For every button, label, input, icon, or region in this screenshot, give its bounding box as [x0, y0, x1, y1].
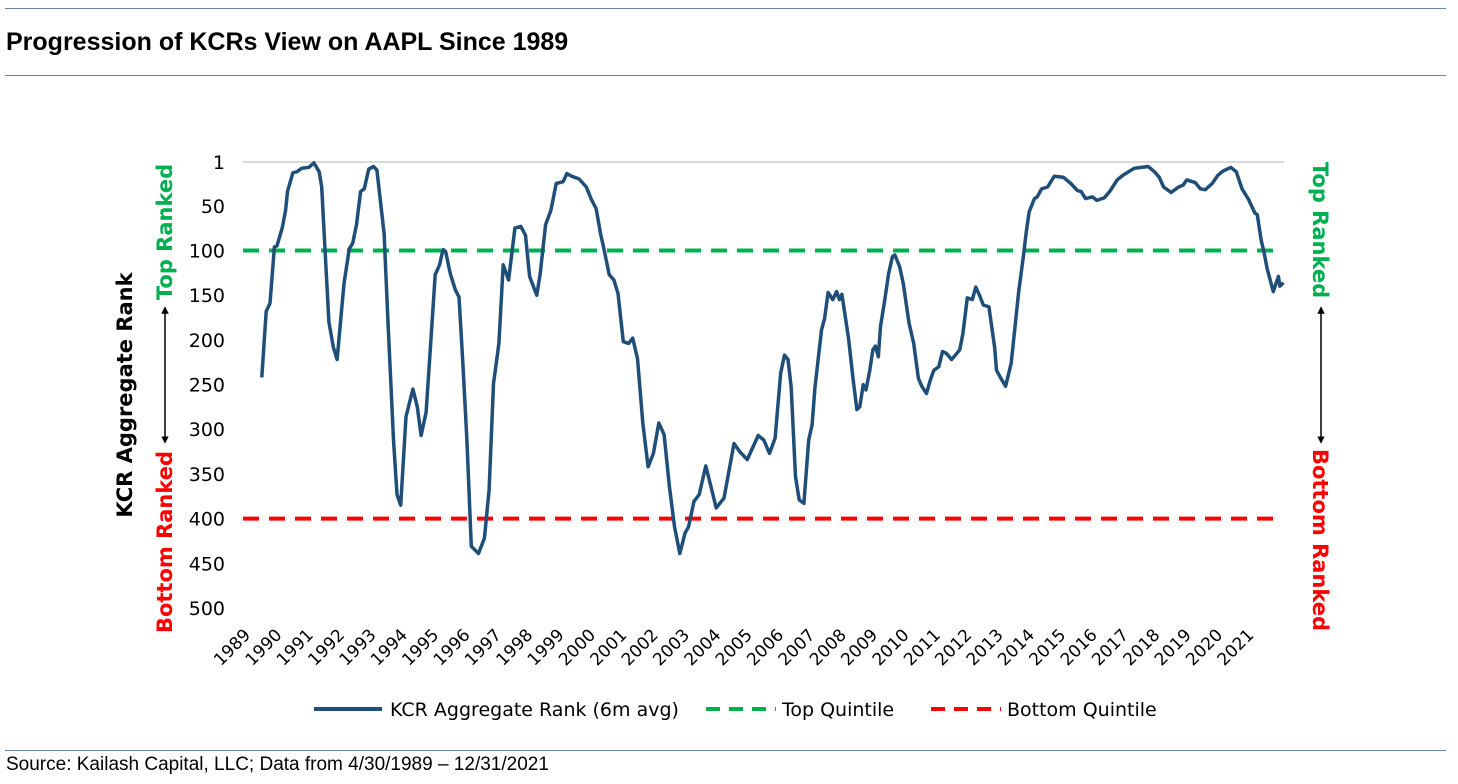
right-top-ranked-label: Top Ranked	[1308, 162, 1332, 298]
y-tick-label: 350	[189, 464, 225, 486]
y-tick-label: 1	[213, 152, 225, 174]
footer-rule	[5, 750, 1446, 751]
legend-label-bottom-quintile: Bottom Quintile	[1007, 699, 1157, 721]
legend-label-top-quintile: Top Quintile	[781, 699, 894, 721]
source-note: Source: Kailash Capital, LLC; Data from …	[6, 754, 549, 775]
x-axis: 1989199019911992199319941995199619971998…	[210, 625, 1258, 670]
top-rule	[5, 8, 1446, 9]
y-tick-label: 200	[189, 330, 225, 352]
reference-lines	[243, 248, 1274, 521]
y-tick-label: 250	[189, 375, 225, 397]
y-tick-label: 50	[201, 196, 225, 218]
legend-label-series: KCR Aggregate Rank (6m avg)	[390, 699, 679, 721]
y-axis-title: KCR Aggregate Rank	[113, 271, 137, 517]
left-bottom-ranked-label: Bottom Ranked	[153, 451, 177, 633]
left-top-ranked-label: Top Ranked	[153, 164, 177, 300]
right-bottom-ranked-label: Bottom Ranked	[1308, 449, 1332, 631]
series-line-kcr-aggregate-rank	[260, 161, 1285, 556]
side-annotations: Top Ranked Bottom Ranked Top Ranked Bottom …	[153, 162, 1332, 633]
y-tick-label: 100	[189, 240, 225, 262]
y-tick-label: 450	[189, 553, 225, 575]
title-rule	[5, 75, 1446, 76]
y-tick-label: 500	[189, 598, 225, 620]
series-layer	[260, 161, 1285, 556]
y-tick-label: 400	[189, 509, 225, 531]
y-tick-label: 150	[189, 285, 225, 307]
x-tick-label: 2021	[1214, 625, 1259, 670]
y-tick-label: 300	[189, 419, 225, 441]
legend: KCR Aggregate Rank (6m avg) Top Quintile B…	[314, 699, 1157, 721]
page-title: Progression of KCRs View on AAPL Since 1…	[6, 28, 569, 56]
